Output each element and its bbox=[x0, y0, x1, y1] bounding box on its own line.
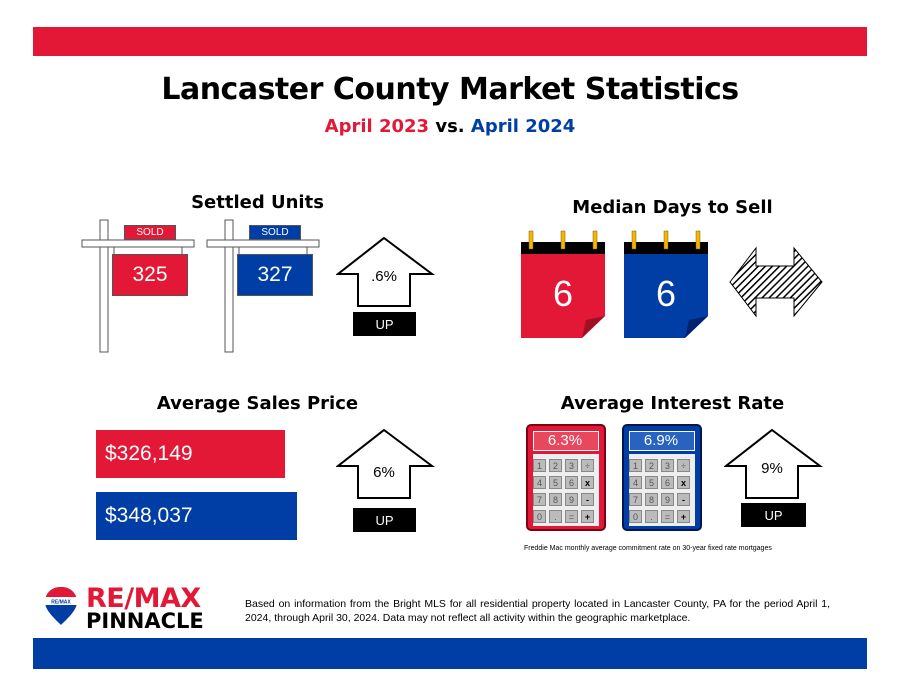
calculator-key: = bbox=[661, 510, 674, 523]
calendar-icon bbox=[624, 230, 708, 338]
top-red-bar bbox=[33, 27, 867, 56]
calculator-key: 1 bbox=[533, 459, 546, 472]
sign-arm-icon bbox=[81, 239, 195, 248]
interest-rate-2024: 6.9% bbox=[643, 432, 679, 449]
calculator-key: 8 bbox=[549, 493, 562, 506]
calculator-key: 8 bbox=[645, 493, 658, 506]
remax-balloon-logo: RE/MAX bbox=[45, 587, 77, 625]
median-days-2024: 6 bbox=[655, 273, 677, 314]
calculator-display bbox=[629, 431, 695, 451]
calculator-key: 9 bbox=[661, 493, 674, 506]
subtitle-year-2024: April 2024 bbox=[470, 116, 576, 137]
interest-rate-footnote: Freddie Mac monthly average commitment r… bbox=[524, 545, 772, 552]
calculator-key: 0 bbox=[629, 510, 642, 523]
calendar-icon bbox=[521, 230, 605, 338]
brand-pinnacle: PINNACLE bbox=[86, 609, 204, 633]
calculator-key: 4 bbox=[533, 476, 546, 489]
bottom-blue-bar bbox=[33, 638, 867, 669]
up-arrow-icon bbox=[724, 428, 823, 499]
calculator-key: ÷ bbox=[581, 459, 594, 472]
sold-tag-2024: SOLD bbox=[249, 225, 301, 240]
interest-rate-2023: 6.3% bbox=[547, 432, 583, 449]
page-subtitle: April 2023 vs. April 2024 bbox=[0, 116, 900, 137]
calculator-key: - bbox=[677, 493, 690, 506]
calculator-key: 4 bbox=[629, 476, 642, 489]
disclaimer-text: Based on information from the Bright MLS… bbox=[245, 598, 830, 624]
settled-units-2024: 327 bbox=[237, 254, 313, 296]
avg-price-2024: $348,037 bbox=[96, 492, 297, 540]
double-arrow-icon bbox=[729, 246, 823, 318]
calculator-display bbox=[533, 431, 599, 451]
balloon-text: RE/MAX bbox=[51, 600, 71, 606]
subtitle-year-2023: April 2023 bbox=[324, 116, 430, 137]
avg-price-change: 6% bbox=[373, 464, 395, 481]
avg-price-direction: UP bbox=[353, 508, 416, 532]
page-title: Lancaster County Market Statistics bbox=[161, 72, 739, 107]
calculator-key: 6 bbox=[661, 476, 674, 489]
subtitle-vs: vs. bbox=[429, 116, 471, 137]
calculator-key: 0 bbox=[533, 510, 546, 523]
interest-rate-direction: UP bbox=[741, 503, 806, 527]
calculator-key: . bbox=[645, 510, 658, 523]
calculator-key: + bbox=[581, 510, 594, 523]
avg-price-title: Average Sales Price bbox=[156, 393, 359, 414]
calculator-key: 7 bbox=[629, 493, 642, 506]
settled-units-title: Settled Units bbox=[191, 192, 324, 213]
calculator-key: x bbox=[581, 476, 594, 489]
median-days-title: Median Days to Sell bbox=[572, 197, 773, 218]
median-days-2023: 6 bbox=[552, 273, 574, 314]
calculator-key: 3 bbox=[661, 459, 674, 472]
interest-rate-change: 9% bbox=[761, 460, 783, 477]
calculator-key: 6 bbox=[565, 476, 578, 489]
calculator-key: 7 bbox=[533, 493, 546, 506]
interest-rate-title: Average Interest Rate bbox=[560, 393, 785, 414]
sold-tag-2023: SOLD bbox=[124, 225, 176, 240]
settled-units-direction: UP bbox=[353, 312, 416, 336]
calculator-key: 9 bbox=[565, 493, 578, 506]
calculator-key: 5 bbox=[645, 476, 658, 489]
calculator-key: 3 bbox=[565, 459, 578, 472]
calculator-key: 5 bbox=[549, 476, 562, 489]
calculator-key: + bbox=[677, 510, 690, 523]
sign-arm-icon bbox=[206, 239, 320, 248]
calculator-key: . bbox=[549, 510, 562, 523]
brand-remax: RE/MAX bbox=[86, 583, 201, 614]
calculator-key: 2 bbox=[645, 459, 658, 472]
settled-units-change: .6% bbox=[371, 268, 397, 285]
sign-post-icon bbox=[99, 219, 109, 353]
calculator-key: 2 bbox=[549, 459, 562, 472]
settled-units-2023: 325 bbox=[112, 254, 188, 296]
calculator-key: x bbox=[677, 476, 690, 489]
calculator-key: - bbox=[581, 493, 594, 506]
up-arrow-icon bbox=[336, 236, 435, 307]
sign-post-icon bbox=[224, 219, 234, 353]
calculator-key: = bbox=[565, 510, 578, 523]
calculator-key: 1 bbox=[629, 459, 642, 472]
avg-price-2023: $326,149 bbox=[96, 430, 285, 478]
calculator-key: ÷ bbox=[677, 459, 690, 472]
up-arrow-icon bbox=[336, 428, 435, 499]
sold-signs-graphic bbox=[81, 219, 320, 353]
